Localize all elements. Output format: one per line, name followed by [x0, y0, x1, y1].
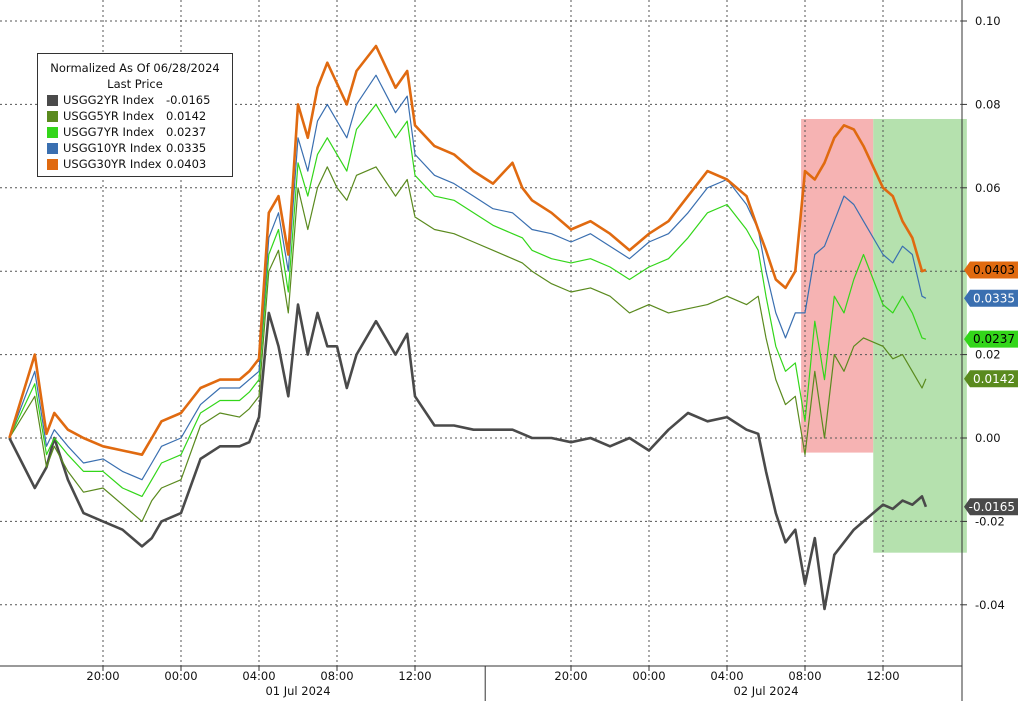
- x-tick-label-2: 04:00: [242, 669, 275, 683]
- legend-series-value: -0.0165: [166, 93, 211, 107]
- x-tick-label-4: 12:00: [398, 669, 431, 683]
- value-tag-bg-4: [964, 498, 1018, 516]
- series-line-3: [8, 74, 927, 481]
- series-line-0: [8, 303, 928, 611]
- value-tag-1: 0.0335: [973, 291, 1015, 305]
- series-lines: [8, 44, 928, 611]
- legend-entry: USGG2YR Index -0.0165: [38, 92, 232, 108]
- legend-series-name: USGG5YR Index: [63, 109, 155, 123]
- y-tick-label-7: -0.04: [975, 598, 1005, 612]
- x-tick-label-1: 00:00: [164, 669, 197, 683]
- x-tick-label-8: 08:00: [788, 669, 821, 683]
- x-date-label-0: 01 Jul 2024: [265, 684, 330, 698]
- grid-lines: [0, 0, 962, 666]
- x-tick-label-7: 04:00: [710, 669, 743, 683]
- highlight-region-0: [801, 118, 874, 453]
- legend-entry: USGG30YR Index 0.0403: [38, 156, 232, 172]
- y-tick-label-4: 0.02: [975, 348, 1001, 362]
- legend-subtitle: Last Price: [107, 77, 163, 91]
- legend-entry: USGG5YR Index 0.0142: [38, 108, 232, 124]
- x-tick-label-9: 12:00: [866, 669, 899, 683]
- highlight-region-1: [873, 118, 967, 553]
- legend-swatch: [47, 95, 58, 106]
- legend-series-name: USGG30YR Index: [63, 157, 162, 171]
- legend-title: Normalized As Of 06/28/2024: [50, 61, 220, 75]
- value-tag-bg-3: [964, 370, 1018, 388]
- series-line-4: [8, 44, 927, 457]
- x-date-label-1: 02 Jul 2024: [733, 684, 798, 698]
- y-tick-label-6: -0.02: [975, 514, 1005, 528]
- value-tag-0: 0.0403: [973, 263, 1015, 277]
- highlight-regions: [801, 118, 967, 553]
- value-tag-2: 0.0237: [973, 332, 1015, 346]
- value-tag-bg-2: [964, 330, 1018, 348]
- axes: [0, 0, 963, 701]
- legend-series-value: 0.0335: [166, 141, 207, 155]
- legend-swatch: [47, 143, 58, 154]
- value-tag-3: 0.0142: [973, 372, 1015, 386]
- value-tag-4: -0.0165: [969, 500, 1015, 514]
- x-tick-label-5: 20:00: [554, 669, 587, 683]
- legend-series-name: USGG10YR Index: [63, 141, 162, 155]
- legend: Normalized As Of 06/28/2024 Last Price U…: [37, 53, 233, 177]
- legend-swatch: [47, 159, 58, 170]
- x-tick-label-3: 08:00: [320, 669, 353, 683]
- legend-series-name: USGG7YR Index: [63, 125, 155, 139]
- value-tag-bg-1: [964, 289, 1018, 307]
- legend-swatch: [47, 111, 58, 122]
- legend-entry: USGG10YR Index 0.0335: [38, 140, 232, 156]
- y-tick-label-0: 0.10: [975, 14, 1001, 28]
- legend-series-value: 0.0142: [166, 109, 207, 123]
- series-line-2: [8, 103, 927, 497]
- legend-series-name: USGG2YR Index: [63, 93, 155, 107]
- x-axis-ticks: 20:00 00:00 04:00 08:00 12:00 20:00 00:00 04:00…: [86, 666, 900, 698]
- y-axis-ticks: 0.100.080.060.040.020.00-0.02-0.04: [962, 14, 1005, 612]
- x-tick-label-0: 20:00: [86, 669, 119, 683]
- legend-series-value: 0.0403: [166, 157, 207, 171]
- legend-entries: USGG2YR Index -0.0165 USGG5YR Index 0.0142 U…: [38, 92, 232, 172]
- x-tick-label-6: 00:00: [632, 669, 665, 683]
- legend-swatch: [47, 127, 58, 138]
- y-tick-label-2: 0.06: [975, 181, 1001, 195]
- last-value-tags: 0.0403 0.0335 0.0237 0.0142 -0.0165: [964, 261, 1018, 516]
- series-line-1: [8, 166, 927, 523]
- legend-series-value: 0.0237: [166, 125, 207, 139]
- y-tick-label-5: 0.00: [975, 431, 1001, 445]
- legend-entry: USGG7YR Index 0.0237: [38, 124, 232, 140]
- y-tick-label-1: 0.08: [975, 97, 1001, 111]
- value-tag-bg-0: [964, 261, 1018, 279]
